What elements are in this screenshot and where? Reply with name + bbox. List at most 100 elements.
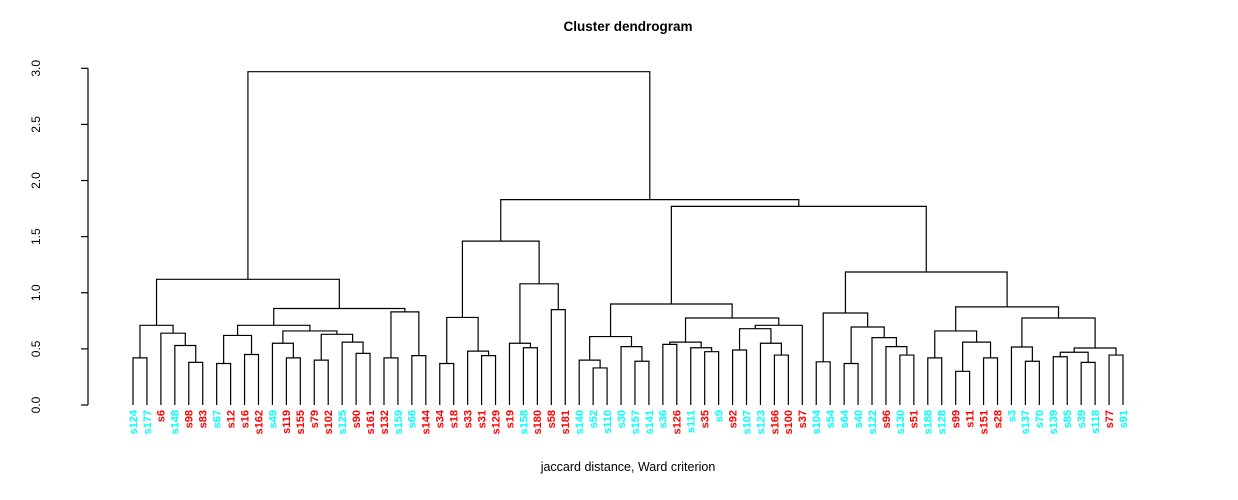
leaf-label: s30 (616, 410, 628, 428)
y-axis-tick-label: 1.0 (29, 284, 43, 301)
dendrogram-link (684, 317, 780, 343)
leaf-label: s40 (853, 410, 865, 428)
leaf-label: s128 (937, 410, 949, 434)
leaf-label: s125 (337, 410, 349, 434)
dendrogram-link (670, 205, 927, 304)
leaf-label: s79 (309, 410, 321, 428)
leaf-label: s123 (755, 410, 767, 434)
leaf-label: s110 (602, 410, 614, 434)
leaf-label: s151 (978, 410, 990, 434)
leaf-label: s18 (449, 410, 461, 428)
leaf-label: s90 (351, 410, 363, 428)
dendrogram-link (341, 341, 364, 405)
dendrogram-link (754, 324, 803, 405)
dendrogram-link (216, 362, 232, 405)
y-axis-tick-label: 2.0 (29, 172, 43, 189)
leaf-label: s177 (142, 410, 154, 434)
leaf-label: s34 (435, 409, 447, 428)
leaf-label: s130 (895, 410, 907, 434)
leaf-label: s99 (951, 410, 963, 428)
dendrogram-link (1010, 346, 1033, 405)
y-axis-tick-label: 2.5 (29, 116, 43, 133)
dendrogram-link (634, 360, 650, 405)
dendrogram-link (1108, 354, 1124, 405)
dendrogram-link (247, 71, 651, 280)
leaf-label: s139 (1048, 410, 1060, 434)
dendrogram-link (383, 357, 399, 405)
leaf-label: s141 (644, 410, 656, 434)
dendrogram-link (320, 333, 354, 361)
leaf-label: s148 (170, 410, 182, 434)
leaf-label: s129 (490, 410, 502, 434)
leaf-label: s66 (407, 410, 419, 428)
dendrogram-link (439, 362, 455, 405)
leaf-label: s102 (323, 410, 335, 434)
y-axis-tick-label: 0.0 (29, 396, 43, 413)
dendrogram-link (1080, 361, 1096, 405)
leaf-label: s36 (658, 410, 670, 428)
dendrogram-link (160, 332, 186, 405)
leaf-label: s181 (560, 410, 572, 434)
leaf-label: s77 (1104, 410, 1116, 428)
dendrogram-link (815, 361, 831, 405)
leaf-label: s64 (839, 409, 851, 428)
y-axis-tick-label: 3.0 (29, 60, 43, 77)
leaf-label: s16 (239, 410, 251, 428)
dendrogram-link (773, 354, 789, 405)
leaf-label: s180 (532, 410, 544, 434)
dendrogram-link (411, 355, 427, 405)
dendrogram-link (243, 353, 260, 405)
dendrogram-link (822, 312, 869, 362)
dendrogram-link (955, 370, 971, 405)
leaf-label: s124 (128, 409, 140, 434)
leaf-label: s58 (546, 410, 558, 428)
dendrogram-link (843, 362, 859, 405)
dendrogram-link (592, 367, 608, 405)
leaf-label: s85 (1062, 410, 1074, 428)
dendrogram-link (850, 326, 885, 364)
leaf-label: s158 (518, 410, 530, 434)
dendrogram-link (282, 330, 338, 344)
dendrogram-link (578, 359, 601, 405)
leaf-label: s12 (225, 410, 237, 428)
y-axis-tick-label: 1.5 (29, 228, 43, 245)
dendrogram-link (467, 350, 490, 405)
leaf-label: s188 (923, 410, 935, 434)
leaf-label: s19 (504, 410, 516, 428)
dendrogram-link (480, 355, 497, 405)
leaf-label: s3 (1006, 410, 1018, 422)
leaf-label: s104 (811, 409, 823, 434)
leaf-label: s118 (1090, 410, 1102, 434)
leaf-label: s157 (630, 410, 642, 434)
dendrogram-link (589, 335, 633, 361)
leaf-label: s126 (672, 410, 684, 434)
dendrogram-link (174, 344, 197, 405)
dendrogram-link (313, 359, 329, 405)
leaf-label: s51 (909, 410, 921, 428)
dendrogram-link (934, 330, 978, 358)
leaf-label: s9 (713, 410, 725, 422)
dendrogram-link (620, 346, 643, 405)
dendrogram-links (132, 71, 1124, 405)
leaf-label: s39 (1076, 410, 1088, 428)
leaf-label: s31 (476, 410, 488, 428)
leaf-label: s91 (1118, 410, 1130, 428)
leaf-label: s137 (1020, 410, 1032, 434)
dendrogram-link (738, 328, 772, 351)
leaf-label: s98 (184, 410, 196, 428)
dendrogram-link (461, 240, 540, 318)
leaf-label: s107 (741, 410, 753, 434)
leaf-label: s132 (379, 410, 391, 434)
leaf-label: s83 (198, 410, 210, 428)
leaf-label: s52 (588, 410, 600, 428)
dendrogram-link (955, 306, 1060, 331)
dendrogram-link (550, 309, 566, 405)
leaf-label: s140 (574, 410, 586, 434)
leaf-label: s49 (267, 410, 279, 428)
leaf-label: s37 (797, 410, 809, 428)
leaf-label: s155 (295, 410, 307, 434)
dendrogram-link (390, 311, 420, 358)
dendrogram-link (446, 316, 479, 364)
leaf-label: s161 (365, 410, 377, 434)
